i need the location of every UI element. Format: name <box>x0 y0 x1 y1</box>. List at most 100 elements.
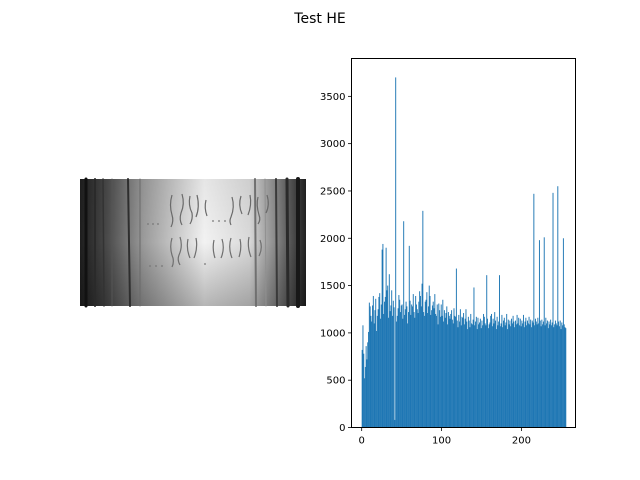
histogram-bar <box>423 315 425 428</box>
histogram-bar <box>511 323 513 428</box>
histogram-bar <box>451 319 453 428</box>
histogram-bar <box>459 309 461 428</box>
histogram-bar <box>524 321 526 428</box>
histogram-bar <box>371 321 373 428</box>
histogram-bar <box>469 327 471 428</box>
histogram-bar <box>554 320 556 428</box>
histogram-bar <box>408 245 410 428</box>
histogram-bar <box>547 328 549 428</box>
histogram-bar <box>528 316 530 428</box>
histogram-bar <box>404 309 406 428</box>
histogram-bar <box>560 329 562 428</box>
histogram-bar <box>391 290 393 428</box>
histogram-bar <box>384 301 385 428</box>
histogram-bar <box>420 306 422 428</box>
histogram-bar <box>537 317 539 428</box>
histogram-bar <box>401 304 403 428</box>
histogram-panel: 0 100 200 0 500 1000 1500 2000 2500 3000 3500 <box>320 58 576 447</box>
histogram-bar <box>488 324 490 428</box>
histogram-bar <box>365 346 367 428</box>
histogram-bar <box>539 320 541 428</box>
histogram-bar <box>485 325 487 428</box>
histogram-bar <box>511 318 512 428</box>
histogram-bar <box>372 295 374 428</box>
histogram-bar <box>501 314 503 428</box>
histogram-bar <box>489 322 491 428</box>
histogram-bar <box>466 321 468 428</box>
histogram-bar <box>419 295 421 428</box>
histogram-bar <box>476 329 478 428</box>
histogram-bar <box>398 295 400 428</box>
histogram-bar <box>463 313 465 428</box>
histogram-bar <box>463 324 465 428</box>
histogram-bar <box>522 323 524 428</box>
histogram-bar <box>526 325 528 428</box>
histogram-bar <box>387 285 389 428</box>
histogram-bar <box>556 325 558 428</box>
histogram-bar <box>376 330 378 428</box>
image-seedlings-upper <box>169 193 269 228</box>
histogram-bar <box>448 315 450 428</box>
histogram-bar <box>502 327 504 428</box>
histogram-bar <box>519 318 521 428</box>
histogram-bar <box>563 324 565 428</box>
histogram-bar <box>546 323 548 428</box>
histogram-bar <box>564 327 566 428</box>
x-tick-label: 0 <box>358 436 364 447</box>
histogram-bar <box>549 324 551 428</box>
histogram-bar <box>520 326 522 428</box>
histogram-bar <box>515 320 516 428</box>
histogram-bar <box>435 315 437 428</box>
histogram-bar <box>417 313 419 428</box>
histogram-bar <box>550 319 552 428</box>
histogram-bar <box>493 323 495 428</box>
histogram-bar <box>388 274 390 428</box>
histogram-bar <box>416 309 418 428</box>
histogram-bar <box>441 315 443 428</box>
histogram-bar <box>540 326 542 428</box>
histogram-bar <box>411 306 413 428</box>
histogram-bar <box>534 318 536 428</box>
histogram-bar <box>494 312 496 428</box>
histogram-bar <box>462 317 464 428</box>
histogram-bar <box>434 294 436 428</box>
image-dots-lower <box>149 263 206 267</box>
histogram-bar <box>459 321 461 428</box>
histogram-bar <box>472 319 474 428</box>
histogram-bar <box>546 320 548 428</box>
histogram-bar <box>379 293 381 428</box>
histogram-bar <box>471 323 473 428</box>
histogram-bar <box>486 275 488 428</box>
histogram-bar <box>402 318 404 428</box>
histogram-bar <box>480 328 482 428</box>
histogram-bar <box>473 287 475 428</box>
histogram-bar <box>431 310 433 428</box>
histogram-bar <box>536 324 538 428</box>
histogram-bar <box>498 321 500 428</box>
histogram-bar <box>388 317 389 428</box>
histogram-bar <box>553 327 555 428</box>
histogram-bar <box>461 316 463 428</box>
figure-title: Test HE <box>293 11 345 27</box>
histogram-bar <box>393 307 395 428</box>
histogram-bar <box>515 324 517 428</box>
histogram-bar <box>507 329 508 428</box>
histogram-bar <box>408 312 409 428</box>
histogram-bar <box>465 309 467 428</box>
histogram-bar <box>367 342 369 428</box>
histogram-bar <box>497 325 499 428</box>
histogram-bar <box>517 323 519 428</box>
histogram-bar <box>410 314 412 428</box>
histogram-bar <box>534 325 536 428</box>
histogram-bar <box>499 275 500 428</box>
histogram-bar <box>474 325 476 428</box>
histogram-bar <box>453 308 455 428</box>
histogram-bar <box>543 237 545 428</box>
histogram-bar <box>491 313 492 428</box>
histogram-bar <box>483 313 485 428</box>
histogram-bar <box>487 328 489 428</box>
histogram-bar <box>504 325 506 428</box>
histogram-bar <box>509 320 511 428</box>
histogram-bar <box>470 313 472 428</box>
histogram-bar <box>364 378 366 428</box>
